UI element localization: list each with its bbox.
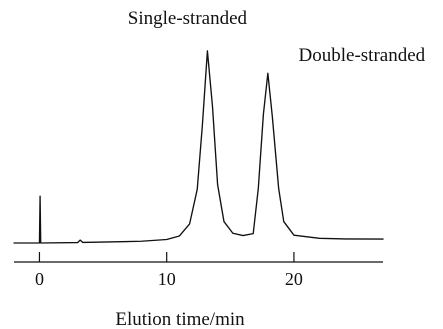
x-axis-ticks: 0 10 20 bbox=[35, 252, 303, 289]
single-stranded-label: Single-stranded bbox=[128, 8, 248, 29]
double-stranded-label: Double-stranded bbox=[299, 45, 426, 66]
x-axis-title: Elution time/min bbox=[115, 309, 245, 329]
x-tick-label-20: 20 bbox=[285, 269, 303, 289]
chromatogram-trace bbox=[13, 50, 384, 244]
x-tick-label-10: 10 bbox=[158, 269, 176, 289]
x-tick-label-0: 0 bbox=[35, 269, 44, 289]
